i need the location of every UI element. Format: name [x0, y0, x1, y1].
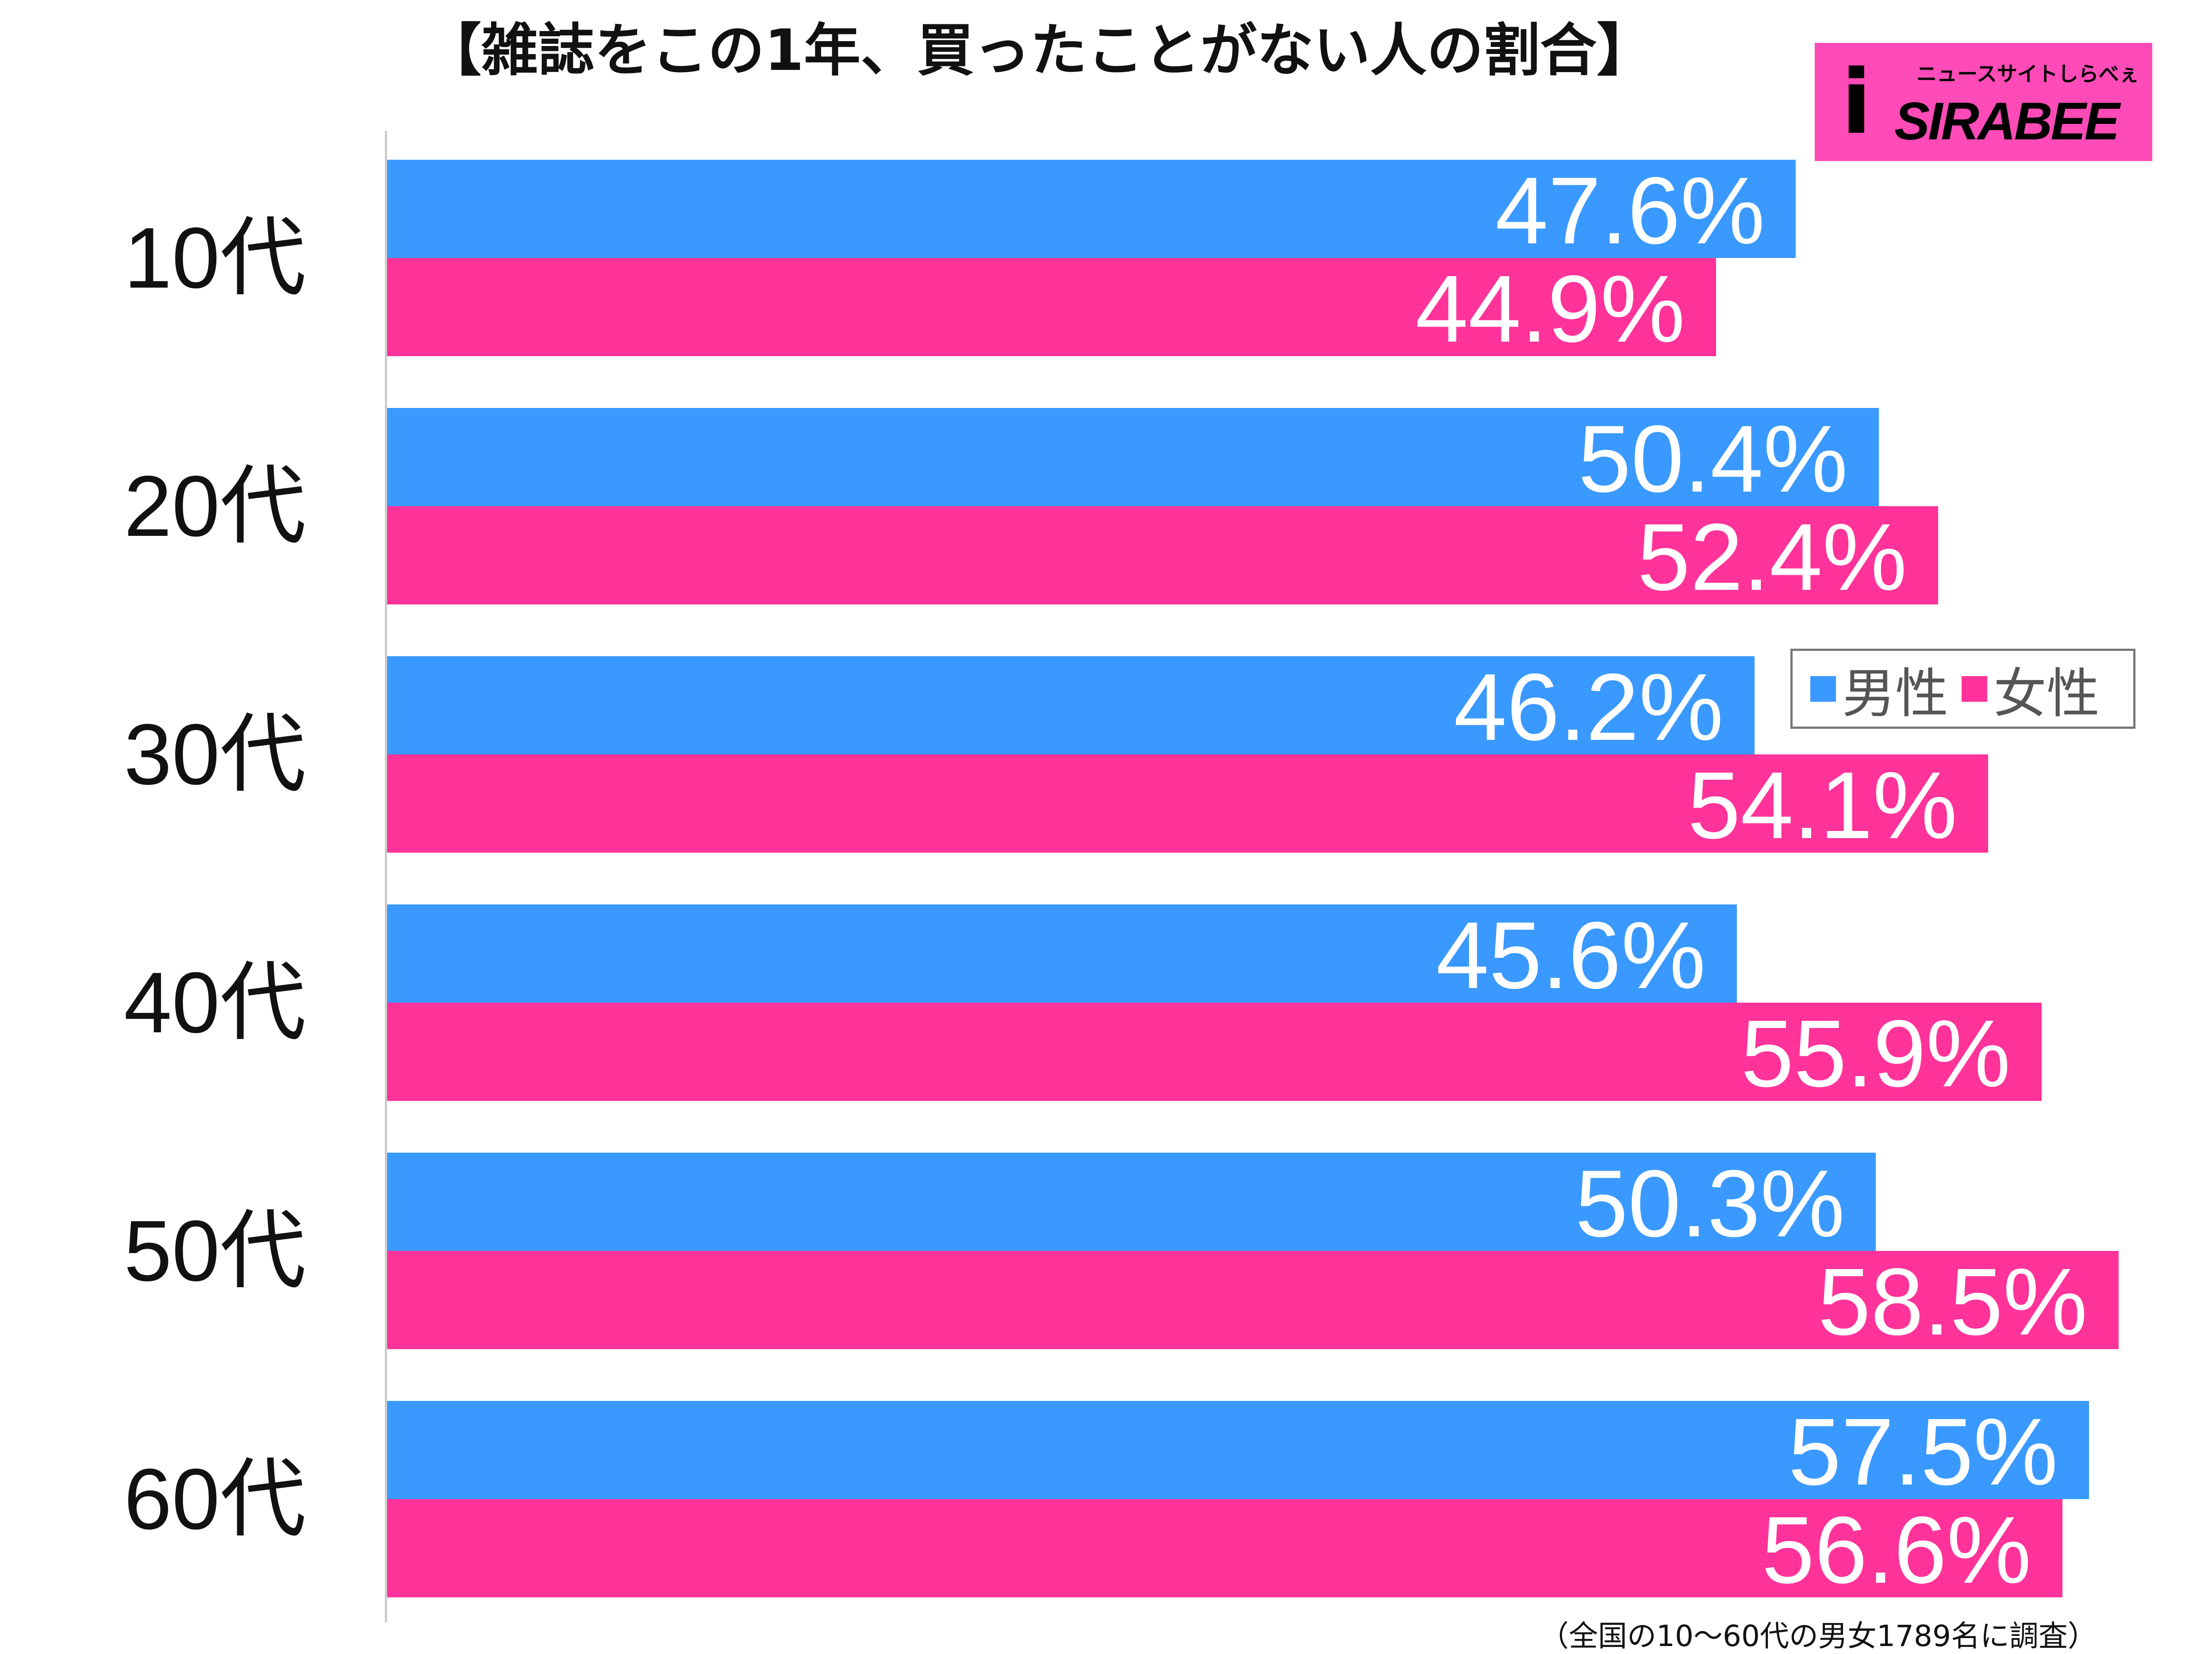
bar-female: 56.6%: [387, 1496, 2062, 1603]
data-label: 57.5%: [1788, 1398, 2058, 1505]
logo-text: SIRABEE: [1894, 92, 2120, 151]
legend-item-male: 男性: [1810, 650, 1948, 727]
legend-item-female: 女性: [1962, 650, 2100, 727]
y-axis-line: [385, 131, 387, 1623]
bar-female: 58.5%: [387, 1248, 2119, 1355]
category-label: 60代: [124, 1451, 306, 1547]
data-label: 47.6%: [1495, 157, 1765, 264]
data-label: 50.3%: [1575, 1150, 1845, 1257]
legend: 男性 女性: [1790, 649, 2135, 729]
legend-label-female: 女性: [1993, 663, 2100, 725]
data-label: 45.6%: [1436, 902, 1706, 1008]
category-label: 50代: [124, 1203, 306, 1299]
data-label: 50.4%: [1578, 405, 1848, 512]
sirabee-logo: i ニュースサイトしらべぇ SIRABEE: [1815, 43, 2152, 161]
data-label: 44.9%: [1415, 255, 1685, 362]
category-label: 30代: [124, 706, 306, 803]
legend-swatch-male: [1810, 676, 1836, 702]
data-label: 52.4%: [1637, 504, 1907, 610]
data-label: 55.9%: [1741, 1000, 2011, 1107]
bar-male: 45.6%: [387, 902, 1737, 1008]
bar-male: 50.4%: [387, 405, 1879, 512]
logo-i-mark: i: [1841, 51, 1872, 154]
legend-swatch-female: [1962, 676, 1987, 702]
bar-male: 46.2%: [387, 654, 1755, 760]
bar-female: 44.9%: [387, 255, 1716, 362]
chart-title: 【雑誌をこの1年、買ったことがない人の割合】: [425, 18, 1654, 84]
bar-female: 54.1%: [387, 752, 1989, 858]
data-label: 46.2%: [1454, 654, 1724, 760]
bar-female: 52.4%: [387, 504, 1938, 610]
data-label: 56.6%: [1761, 1496, 2032, 1603]
category-label: 40代: [124, 954, 306, 1051]
logo-subtext: ニュースサイトしらべぇ: [1916, 62, 2139, 86]
category-label: 20代: [124, 458, 306, 554]
bar-male: 47.6%: [387, 157, 1796, 264]
bar-female: 55.9%: [387, 1000, 2042, 1107]
bar-male: 57.5%: [387, 1398, 2089, 1505]
bar-male: 50.3%: [387, 1150, 1876, 1257]
category-label: 10代: [124, 210, 306, 306]
survey-note: （全国の10〜60代の男女1789名に調査）: [1540, 1619, 2097, 1653]
data-label: 58.5%: [1818, 1248, 2088, 1355]
legend-label-male: 男性: [1842, 663, 1948, 725]
data-label: 54.1%: [1687, 752, 1958, 858]
